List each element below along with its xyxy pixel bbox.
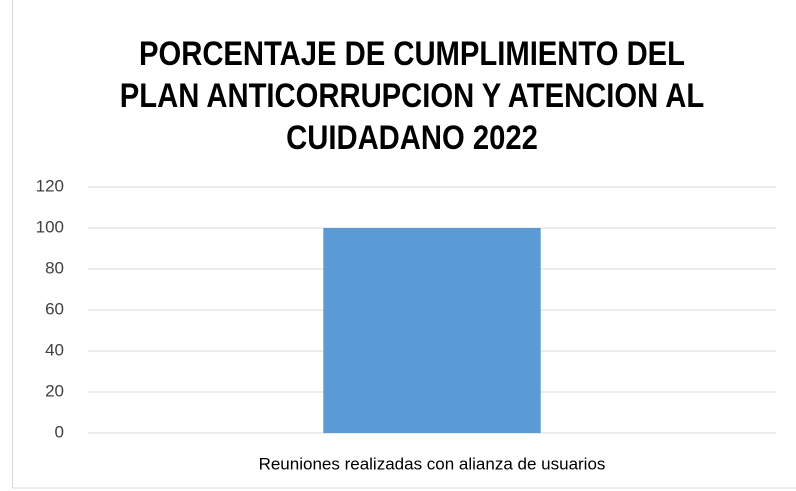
- chart-title-line: CUIDADANO 2022: [286, 118, 538, 157]
- y-tick-label: 80: [45, 258, 64, 277]
- y-tick-label: 20: [45, 381, 64, 400]
- x-tick-label: Reuniones realizadas con alianza de usua…: [259, 454, 606, 473]
- chart-title-line: PLAN ANTICORRUPCION Y ATENCION AL: [120, 76, 704, 115]
- y-tick-label: 120: [36, 176, 64, 195]
- chart-title-line: PORCENTAJE DE CUMPLIMIENTO DEL: [139, 34, 685, 73]
- y-tick-label: 100: [36, 217, 64, 236]
- y-tick-label: 60: [45, 299, 64, 318]
- bar: [323, 228, 541, 433]
- y-tick-label: 40: [45, 340, 64, 359]
- y-tick-label: 0: [55, 422, 64, 441]
- chart-border: [12, 0, 796, 489]
